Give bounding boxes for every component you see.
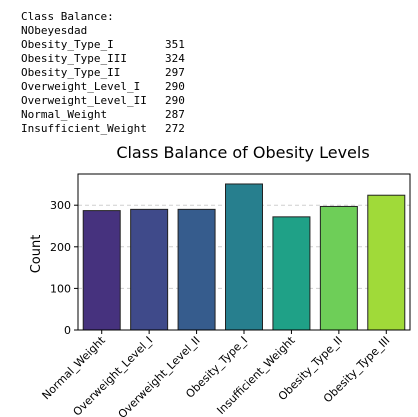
console-row-count: 324: [165, 52, 185, 65]
bar: [272, 216, 311, 331]
bar: [82, 210, 121, 331]
console-row: Overweight_Level_I 290: [21, 80, 185, 94]
console-row-count: 297: [165, 66, 185, 79]
y-tick-label: 100: [50, 282, 71, 295]
console-row-count: 290: [165, 80, 185, 93]
bars: [82, 183, 406, 331]
console-row: Obesity_Type_II 297: [21, 66, 185, 80]
x-ticks: Normal_WeightOverweight_Level_IOverweigh…: [40, 330, 392, 417]
console-row-label: Overweight_Level_I: [21, 80, 141, 93]
console-row: Overweight_Level_II 290: [21, 94, 185, 108]
console-row: Normal_Weight 287: [21, 108, 185, 122]
console-row-label: Normal_Weight: [21, 108, 108, 121]
console-row-label: Obesity_Type_III: [21, 52, 127, 65]
console-row-count: 287: [165, 108, 185, 121]
console-row-count: 351: [165, 38, 185, 51]
console-row: Obesity_Type_I 351: [21, 38, 185, 52]
x-tick-label: Overweight_Level_I: [71, 334, 156, 417]
console-row: Obesity_Type_III 324: [21, 52, 185, 66]
console-row-count: 272: [165, 122, 185, 135]
y-tick-label: 300: [50, 199, 71, 212]
y-axis-label: Count: [29, 235, 44, 274]
x-tick-label: Overweight_Level_II: [116, 334, 203, 417]
console-header: Class Balance:: [21, 10, 114, 23]
y-tick-label: 200: [50, 241, 71, 254]
console-row-label: Obesity_Type_I: [21, 38, 114, 51]
bar: [225, 183, 263, 331]
y-tick-label: 0: [64, 324, 71, 337]
console-row-label: Overweight_Level_II: [21, 94, 147, 107]
console-subheader: NObeyesdad: [21, 24, 88, 37]
bar: [319, 205, 358, 331]
console-row-count: 290: [165, 94, 185, 107]
console-row-label: Insufficient_Weight: [21, 122, 147, 135]
bar: [367, 194, 406, 331]
bar: [130, 208, 169, 331]
chart-title: Class Balance of Obesity Levels: [116, 143, 369, 162]
bar: [177, 208, 216, 331]
console-rows: Obesity_Type_I 351 Obesity_Type_III 324 Obes…: [21, 38, 185, 136]
console-row-label: Obesity_Type_II: [21, 66, 121, 79]
console-row: Insufficient_Weight 272: [21, 122, 185, 136]
y-ticks: 0 100 200 300: [50, 199, 78, 337]
console-output: Class Balance: NObeyesdad Obesity_Type_I…: [21, 10, 185, 136]
x-tick-label: Insufficient_Weight: [214, 333, 298, 417]
